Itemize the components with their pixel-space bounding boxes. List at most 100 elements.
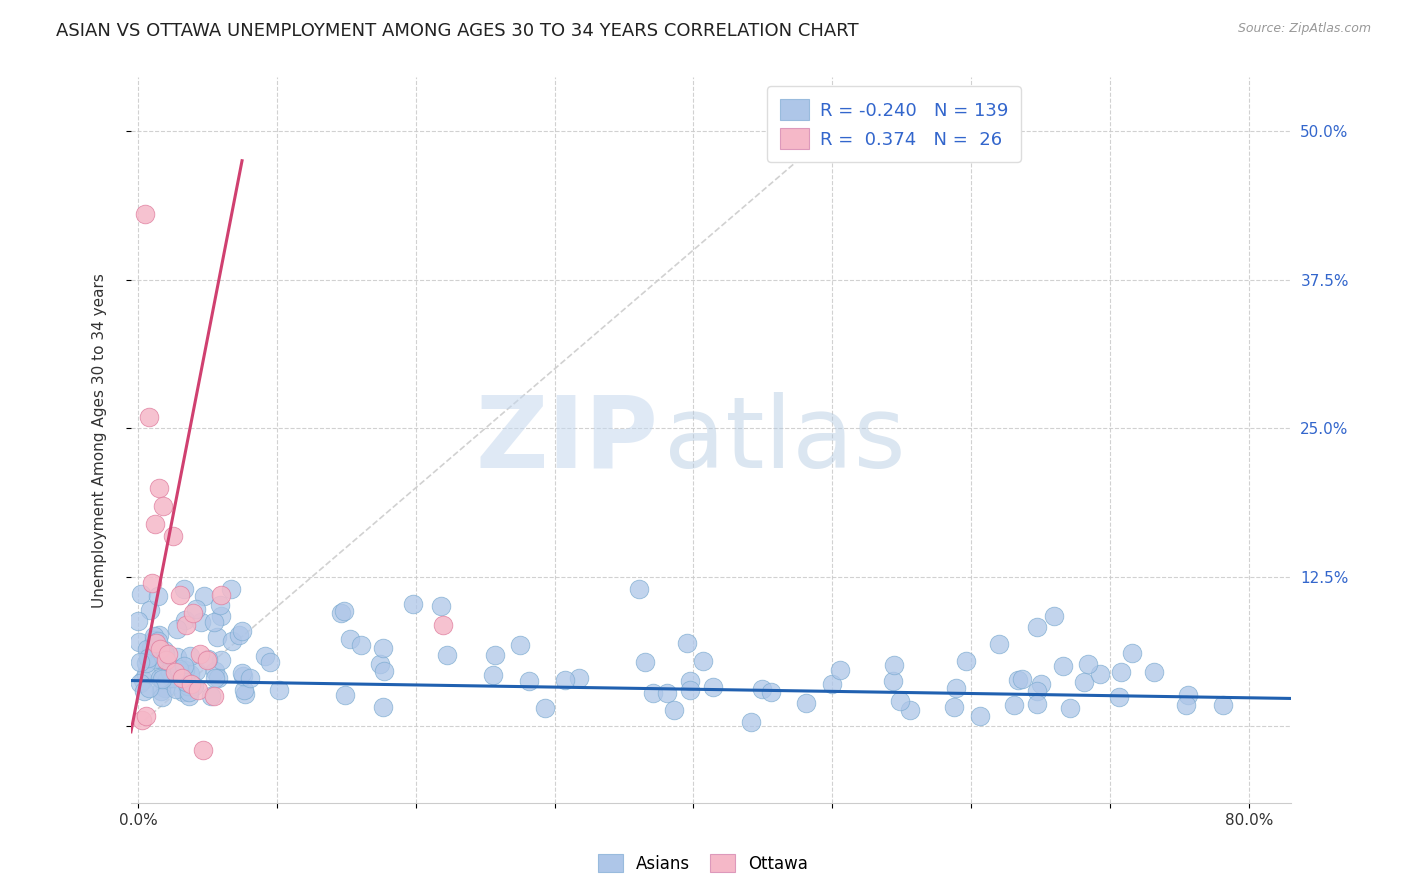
Point — [1212, 698, 1234, 713]
Legend: R = -0.240   N = 139, R =  0.374   N =  26: R = -0.240 N = 139, R = 0.374 N = 26 — [768, 87, 1021, 161]
Point — [679, 683, 702, 698]
Text: Source: ZipAtlas.com: Source: ZipAtlas.com — [1237, 22, 1371, 36]
Point — [150, 684, 173, 698]
Point — [173, 582, 195, 596]
Point — [174, 675, 197, 690]
Point — [202, 689, 225, 703]
Point — [1077, 657, 1099, 671]
Point — [239, 671, 262, 685]
Point — [141, 576, 163, 591]
Point — [1043, 609, 1066, 624]
Point — [676, 636, 699, 650]
Point — [128, 635, 150, 649]
Point — [150, 690, 173, 705]
Point — [177, 679, 200, 693]
Point — [200, 690, 222, 704]
Point — [145, 635, 167, 649]
Point — [628, 582, 651, 596]
Point — [209, 653, 232, 667]
Point — [1026, 620, 1049, 634]
Point — [335, 689, 357, 703]
Point — [1088, 666, 1111, 681]
Text: ZIP: ZIP — [475, 392, 658, 489]
Point — [889, 694, 911, 708]
Point — [219, 582, 242, 596]
Point — [349, 638, 371, 652]
Point — [131, 713, 153, 727]
Point — [136, 650, 159, 665]
Point — [740, 715, 762, 730]
Point — [174, 613, 197, 627]
Point — [1026, 684, 1049, 698]
Point — [139, 640, 162, 654]
Point — [155, 681, 177, 695]
Point — [143, 516, 166, 531]
Point — [429, 599, 451, 613]
Point — [153, 665, 176, 679]
Point — [143, 652, 166, 666]
Point — [205, 630, 228, 644]
Point — [177, 689, 200, 703]
Point — [221, 634, 243, 648]
Point — [176, 617, 198, 632]
Point — [146, 634, 169, 648]
Point — [165, 665, 187, 680]
Point — [373, 640, 395, 655]
Point — [1143, 665, 1166, 680]
Point — [179, 666, 201, 681]
Point — [898, 703, 921, 717]
Point — [484, 648, 506, 663]
Point — [186, 664, 208, 678]
Point — [155, 653, 177, 667]
Point — [197, 652, 219, 666]
Point — [761, 685, 783, 699]
Point — [1004, 698, 1026, 712]
Point — [883, 657, 905, 672]
Point — [678, 674, 700, 689]
Point — [882, 673, 904, 688]
Point — [1059, 701, 1081, 715]
Point — [233, 682, 256, 697]
Point — [204, 671, 226, 685]
Point — [138, 681, 160, 695]
Point — [180, 677, 202, 691]
Point — [184, 601, 207, 615]
Point — [129, 587, 152, 601]
Point — [634, 655, 657, 669]
Point — [149, 641, 172, 656]
Point — [231, 624, 253, 639]
Point — [436, 648, 458, 662]
Point — [482, 667, 505, 681]
Point — [179, 648, 201, 663]
Point — [173, 663, 195, 677]
Point — [1007, 673, 1029, 688]
Point — [135, 666, 157, 681]
Point — [228, 627, 250, 641]
Point — [1174, 698, 1197, 712]
Point — [183, 606, 205, 620]
Point — [641, 686, 664, 700]
Point — [136, 641, 159, 656]
Point — [162, 528, 184, 542]
Point — [1073, 675, 1095, 690]
Point — [207, 672, 229, 686]
Point — [269, 682, 291, 697]
Point — [432, 617, 454, 632]
Point — [1011, 673, 1033, 687]
Point — [339, 632, 361, 647]
Point — [152, 643, 174, 657]
Point — [165, 681, 187, 696]
Point — [153, 647, 176, 661]
Point — [169, 588, 191, 602]
Point — [368, 657, 391, 671]
Point — [166, 622, 188, 636]
Point — [1025, 697, 1047, 711]
Point — [517, 674, 540, 689]
Point — [142, 633, 165, 648]
Point — [138, 409, 160, 424]
Point — [167, 662, 190, 676]
Point — [209, 609, 232, 624]
Y-axis label: Unemployment Among Ages 30 to 34 years: Unemployment Among Ages 30 to 34 years — [93, 273, 107, 607]
Point — [172, 684, 194, 698]
Text: atlas: atlas — [665, 392, 905, 489]
